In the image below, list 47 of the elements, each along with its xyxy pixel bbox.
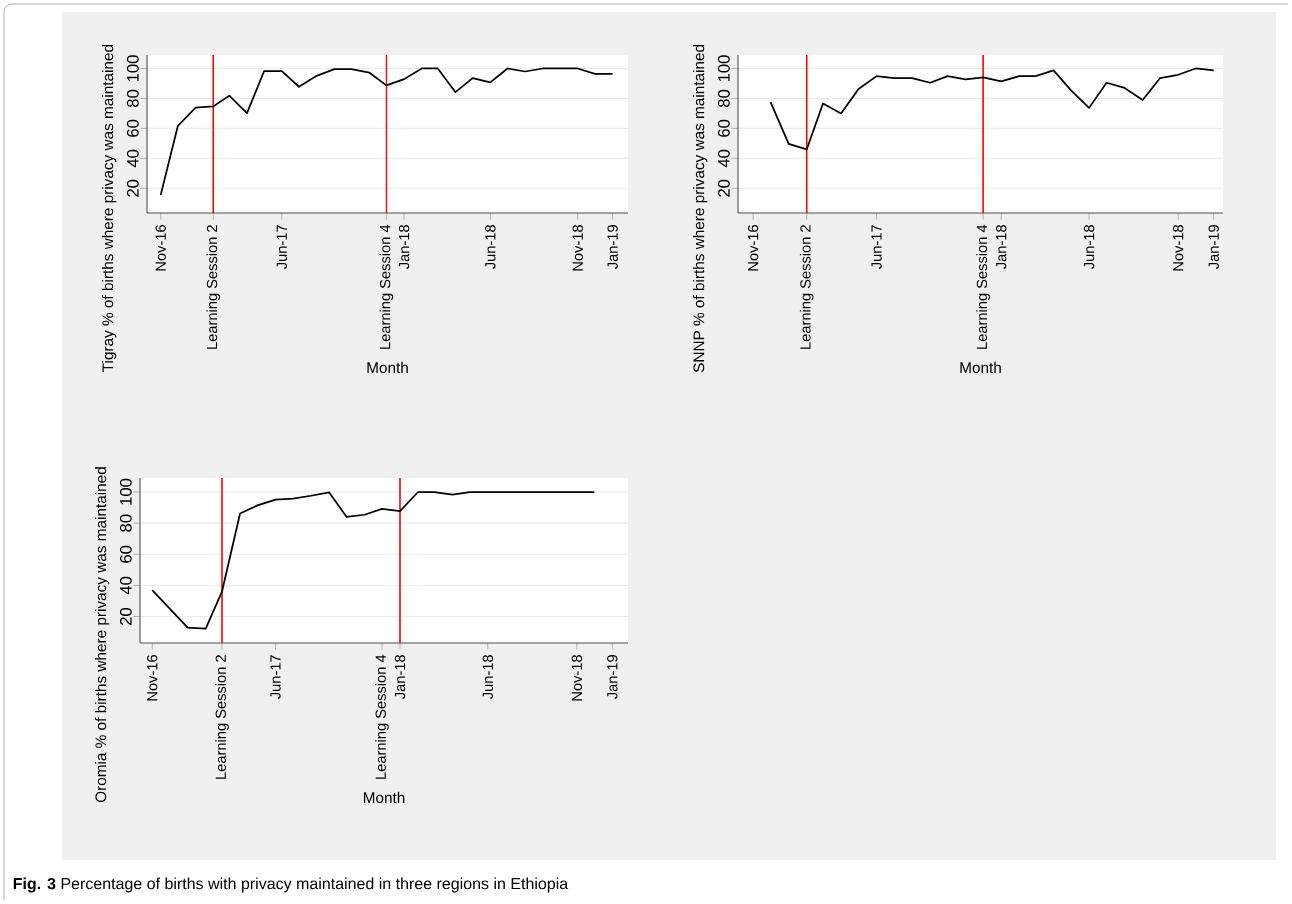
x-tick-label: Nov-16 bbox=[747, 225, 759, 271]
y-tick-label: 100 bbox=[126, 55, 139, 82]
y-tick-label: 60 bbox=[126, 119, 139, 137]
x-tick-label: Jun-18 bbox=[485, 225, 496, 269]
x-tick-label: Jan-18 bbox=[394, 655, 406, 700]
x-tick-label: Learning Session 2 bbox=[799, 225, 814, 349]
x-tick-label: Jan-19 bbox=[607, 225, 618, 269]
y-tick-label: 20 bbox=[717, 179, 730, 197]
x-tick-label: Jun-18 bbox=[482, 655, 494, 700]
y-tick-label: 40 bbox=[119, 576, 132, 595]
x-tick-label: Learning Session 2 bbox=[206, 225, 221, 349]
y-tick-label: 80 bbox=[126, 89, 139, 107]
y-tick-label: 20 bbox=[119, 607, 132, 625]
y-tick-label: 60 bbox=[119, 545, 132, 563]
x-tick-label: Jun-17 bbox=[270, 655, 281, 700]
x-tick-label: Learning Session 4 bbox=[976, 224, 990, 349]
y-tick-label: 100 bbox=[717, 55, 730, 82]
text: Fig. 3 Percentage of births with privacy maintained in three regions in Ethiopia bbox=[13, 877, 569, 893]
y-tick-label: 80 bbox=[119, 514, 132, 532]
x-tick-label: Jan-18 bbox=[398, 225, 410, 269]
x-tick-label: Nov-18 bbox=[572, 225, 583, 271]
x-tick-label: Jan-18 bbox=[996, 225, 1007, 269]
x-tick-label: Jan-19 bbox=[607, 655, 618, 700]
y-axis-title: SNNP % of births where privacy was maintained bbox=[693, 44, 708, 373]
y-tick-label: 40 bbox=[126, 149, 139, 168]
y-tick-label: 40 bbox=[717, 149, 730, 168]
x-axis-title: Month bbox=[960, 361, 1001, 374]
x-axis-title: Month bbox=[367, 361, 408, 374]
x-tick-label: Nov-18 bbox=[571, 655, 583, 701]
x-tick-label: Nov-16 bbox=[147, 655, 158, 701]
y-tick-label: 80 bbox=[717, 89, 730, 107]
x-tick-label: Nov-18 bbox=[1173, 225, 1184, 271]
x-tick-label: Learning Session 4 bbox=[375, 654, 389, 779]
x-tick-label: Jun-17 bbox=[871, 225, 882, 269]
x-tick-label: Learning Session 2 bbox=[215, 655, 229, 779]
y-axis-title: Tigray % of births where privacy was maintained bbox=[101, 44, 117, 372]
y-tick-label: 60 bbox=[717, 119, 730, 137]
x-axis-title: Month bbox=[363, 791, 405, 804]
y-axis-title: Oromia % of births where privacy was maintained bbox=[95, 467, 110, 803]
x-tick-label: Jun-17 bbox=[276, 225, 287, 269]
x-tick-label: Jan-19 bbox=[1208, 225, 1219, 269]
y-tick-label: 20 bbox=[126, 179, 139, 197]
x-tick-label: Jun-18 bbox=[1083, 225, 1095, 269]
line-series bbox=[769, 67, 1215, 151]
x-tick-label: Nov-16 bbox=[155, 225, 166, 271]
x-tick-label: Learning Session 4 bbox=[379, 224, 394, 349]
y-tick-label: 100 bbox=[119, 478, 132, 505]
